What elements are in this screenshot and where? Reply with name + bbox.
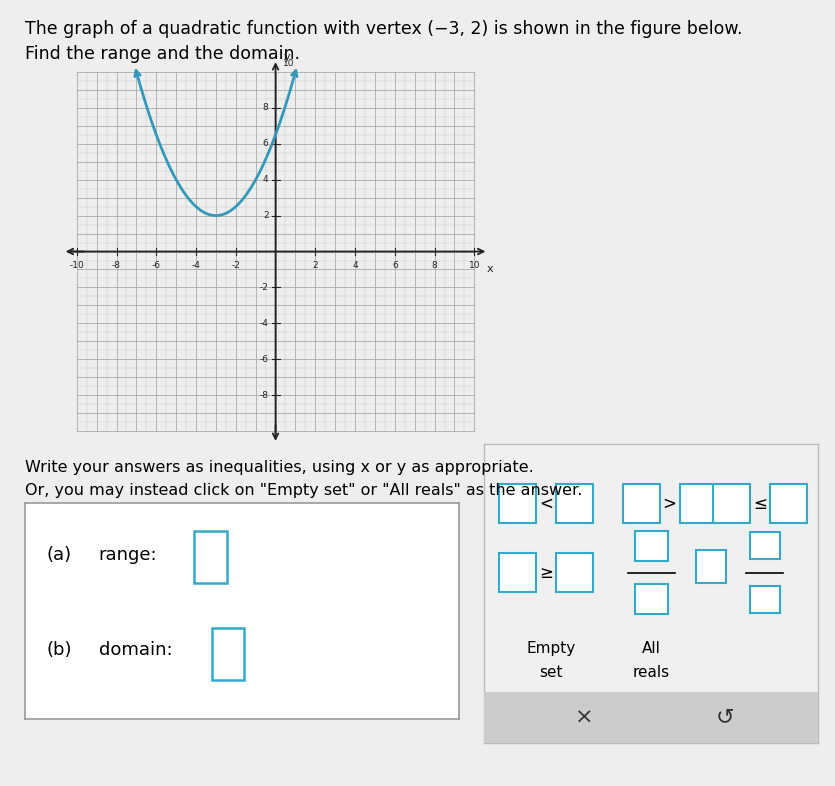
Text: ↺: ↺ <box>716 707 734 727</box>
Bar <box>195 531 227 583</box>
Text: 8: 8 <box>263 103 269 112</box>
Text: -8: -8 <box>260 391 269 400</box>
Text: -6: -6 <box>260 354 269 364</box>
Text: -4: -4 <box>260 319 269 328</box>
Bar <box>750 586 780 613</box>
Bar <box>212 629 245 680</box>
Text: (a): (a) <box>47 546 72 564</box>
Text: reals: reals <box>633 665 670 680</box>
Text: x: x <box>487 264 493 274</box>
Bar <box>484 692 818 743</box>
Text: -8: -8 <box>112 262 121 270</box>
Text: >: > <box>663 495 676 512</box>
Text: -6: -6 <box>152 262 161 270</box>
Bar <box>770 484 807 523</box>
Text: y: y <box>284 53 290 63</box>
Text: Or, you may instead click on "Empty set" or "All reals" as the answer.: Or, you may instead click on "Empty set"… <box>25 483 583 498</box>
Text: 4: 4 <box>352 262 358 270</box>
Text: <: < <box>539 495 553 512</box>
Text: 2: 2 <box>263 211 269 220</box>
Bar <box>696 550 726 583</box>
Text: 10: 10 <box>282 59 294 68</box>
Text: 4: 4 <box>263 175 269 184</box>
Text: The graph of a quadratic function with vertex (−3, 2) is shown in the figure bel: The graph of a quadratic function with v… <box>25 20 742 63</box>
Text: Empty: Empty <box>527 641 575 656</box>
Text: 8: 8 <box>432 262 438 270</box>
Bar <box>556 553 593 592</box>
Bar <box>635 585 668 615</box>
Text: range:: range: <box>99 546 158 564</box>
Text: ×: × <box>575 707 594 727</box>
Text: ≤: ≤ <box>753 495 767 512</box>
Text: ≥: ≥ <box>539 564 553 582</box>
Text: Write your answers as inequalities, using x or y as appropriate.: Write your answers as inequalities, usin… <box>25 460 534 475</box>
Bar <box>623 484 660 523</box>
Bar <box>499 553 536 592</box>
Text: -10: -10 <box>69 262 84 270</box>
Text: -2: -2 <box>231 262 240 270</box>
Text: 2: 2 <box>312 262 318 270</box>
Bar <box>680 484 716 523</box>
Text: 6: 6 <box>263 139 269 149</box>
Bar <box>556 484 593 523</box>
Text: set: set <box>539 665 563 680</box>
Text: (b): (b) <box>47 641 73 659</box>
Bar <box>635 531 668 560</box>
Text: -4: -4 <box>191 262 200 270</box>
Text: All: All <box>642 641 660 656</box>
Text: -2: -2 <box>260 283 269 292</box>
Bar <box>499 484 536 523</box>
Bar <box>750 532 780 559</box>
Text: 10: 10 <box>468 262 480 270</box>
Text: domain:: domain: <box>99 641 173 659</box>
Text: 6: 6 <box>392 262 397 270</box>
Bar <box>713 484 750 523</box>
